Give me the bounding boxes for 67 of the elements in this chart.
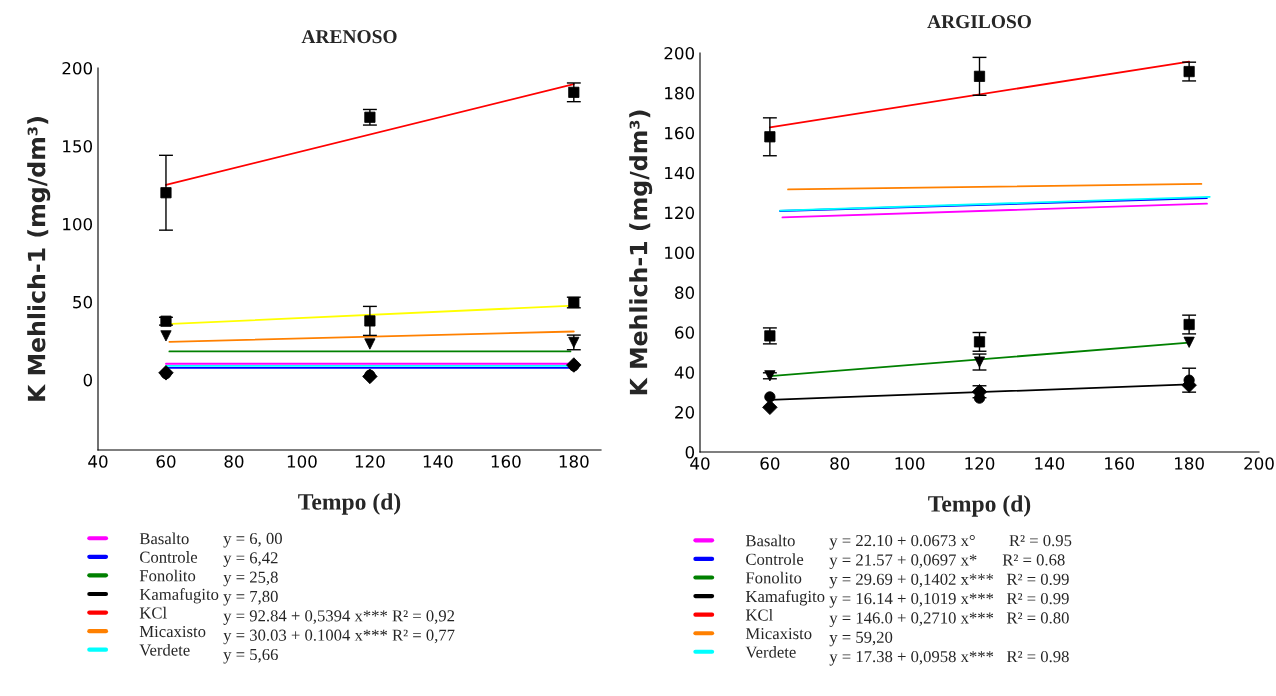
legend-label: Fonolito: [139, 569, 196, 582]
legend-label: Controle: [140, 551, 198, 563]
y-tick-label: 200: [664, 46, 695, 60]
y-tick-label: 120: [665, 206, 695, 220]
text: y = 5,66: [223, 648, 278, 664]
legend-label: KCl: [139, 606, 167, 619]
x-tick-label: 160: [1105, 457, 1135, 470]
y-tick-label: 40: [674, 366, 695, 379]
legend-label: Basalto: [139, 532, 189, 545]
x-tick-label: 40: [690, 457, 710, 470]
legend-label: Kamafugito: [139, 588, 219, 604]
x-axis-title: Tempo (d): [298, 493, 401, 515]
y-tick-label: 20: [675, 406, 695, 419]
x-tick-label: 180: [559, 455, 589, 468]
legend-label: KCl: [745, 608, 773, 621]
x-tick-label: 60: [156, 455, 176, 468]
y-tick-label: 0: [685, 445, 695, 459]
y-tick-label: 50: [73, 295, 93, 309]
text: y = 17.38 + 0,0958 x*** R² = 0.98: [829, 650, 1069, 666]
y-tick-label: 80: [675, 286, 695, 299]
legend-label: Basalto: [745, 534, 795, 547]
x-tick-label: 100: [895, 457, 925, 470]
text: y = 25,8: [223, 571, 278, 587]
x-tick-label: 160: [491, 455, 521, 468]
text: y = 16.14 + 0,1019 x*** R² = 0.99: [829, 592, 1069, 608]
x-axis-title: Tempo (d): [928, 495, 1031, 517]
chart-title: ARGILOSO: [927, 15, 1031, 29]
text: y = 22.10 + 0.0673 x° R² = 0.95: [829, 534, 1072, 550]
y-tick-label: 150: [63, 139, 93, 153]
y-tick-label: 160: [665, 126, 695, 140]
chart-title: ARENOSO: [301, 30, 397, 44]
x-tick-label: 120: [965, 457, 995, 470]
x-tick-label: 140: [1035, 457, 1065, 470]
y-tick-label: 100: [665, 246, 695, 260]
text: y = 21.57 + 0,0697 x* R² = 0.68: [829, 554, 1065, 569]
y-axis-title: K Mehlich-1 (mg/dm³): [27, 117, 51, 401]
y-tick-label: 100: [63, 217, 93, 231]
legend-label: Fonolito: [745, 571, 802, 584]
text: y = 59,20: [829, 631, 893, 647]
y-tick-label: 180: [665, 86, 695, 100]
text: y = 7,80: [223, 590, 278, 606]
legend-label: Micaxisto: [139, 625, 206, 638]
y-tick-label: 0: [83, 373, 93, 387]
x-tick-label: 200: [1244, 457, 1274, 470]
text: y = 146.0 + 0,2710 x*** R² = 0.80: [829, 612, 1069, 627]
text: y = 30.03 + 0.1004 x*** R² = 0,77: [223, 629, 455, 645]
y-tick-label: 60: [675, 326, 695, 339]
y-tick-label: 200: [62, 61, 93, 75]
y-axis-title: K Mehlich-1 (mg/dm³): [629, 110, 653, 395]
x-tick-label: 180: [1175, 457, 1204, 470]
legend-label: Kamafugito: [745, 590, 825, 606]
x-tick-label: 80: [830, 457, 850, 470]
text: y = 92.84 + 0,5394 x*** R² = 0,92: [223, 610, 455, 625]
y-tick-label: 140: [665, 166, 695, 180]
x-tick-label: 140: [423, 455, 453, 468]
x-tick-label: 100: [287, 455, 317, 468]
x-tick-label: 40: [88, 455, 108, 468]
x-tick-label: 80: [224, 455, 244, 468]
legend-label: Micaxisto: [745, 628, 812, 640]
legend-label: Verdete: [139, 643, 190, 656]
x-tick-label: 120: [355, 455, 385, 468]
legend-label: Controle: [746, 553, 804, 565]
legend-label: Verdete: [745, 646, 796, 658]
text: y = 29.69 + 0,1402 x*** R² = 0.99: [829, 573, 1069, 589]
x-tick-label: 60: [760, 457, 780, 470]
text: y = 6,42: [223, 552, 278, 567]
text: y = 6, 00: [223, 532, 282, 548]
